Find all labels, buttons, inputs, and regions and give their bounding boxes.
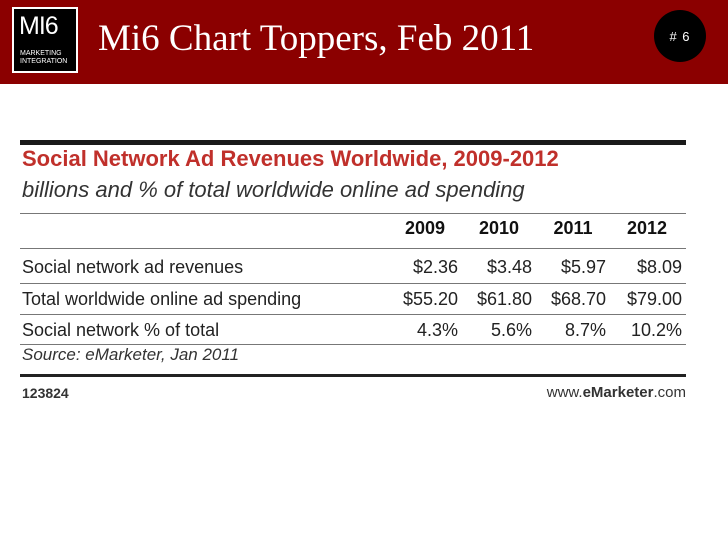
table-cell: $8.09 xyxy=(636,257,682,277)
table-cell: 5.6% xyxy=(490,320,532,340)
row-label: Total worldwide online ad spending xyxy=(22,289,302,309)
emarketer-table-chart: Social Network Ad Revenues Worldwide, 20… xyxy=(20,140,686,402)
chart-subtitle: billions and % of total worldwide online… xyxy=(22,177,525,202)
table-cell: $5.97 xyxy=(560,257,606,277)
table-cell: $61.80 xyxy=(476,289,532,309)
table-cell: $3.48 xyxy=(486,257,532,277)
column-header: 2011 xyxy=(553,218,593,238)
brand-prefix: www. xyxy=(546,384,583,401)
table-cell: $68.70 xyxy=(550,289,606,309)
slide-title: Mi6 Chart Toppers, Feb 2011 xyxy=(98,18,535,59)
column-header: 2010 xyxy=(478,218,520,238)
row-label: Social network % of total xyxy=(22,320,220,340)
slide-header: MI6 MARKETING INTEGRATION Mi6 Chart Topp… xyxy=(0,0,728,84)
header-rule xyxy=(20,213,686,214)
mi6-logo: MI6 MARKETING INTEGRATION xyxy=(12,7,78,73)
source-note: Source: eMarketer, Jan 2011 xyxy=(22,345,240,364)
row-rule xyxy=(20,344,686,345)
logo-mark: MI6 xyxy=(19,12,59,40)
emarketer-brand: www.eMarketer.com xyxy=(547,384,686,401)
table-cell: $2.36 xyxy=(412,257,458,277)
top-rule xyxy=(20,140,686,145)
column-header: 2012 xyxy=(626,218,668,238)
brand-name: eMarketer xyxy=(582,384,654,401)
row-rule xyxy=(20,314,686,315)
table-cell: 10.2% xyxy=(630,320,682,340)
brand-suffix: .com xyxy=(653,384,686,401)
bottom-rule xyxy=(20,374,686,377)
table-cell: $79.00 xyxy=(626,289,682,309)
row-label: Social network ad revenues xyxy=(22,257,244,277)
table-cell: 8.7% xyxy=(564,320,606,340)
chart-id: 123824 xyxy=(22,385,69,401)
column-header: 2009 xyxy=(404,218,446,238)
row-rule xyxy=(20,283,686,284)
table-cell: $55.20 xyxy=(402,289,458,309)
chart-title: Social Network Ad Revenues Worldwide, 20… xyxy=(22,146,559,171)
slide-number-badge: # 6 xyxy=(654,10,706,62)
table-cell: 4.3% xyxy=(416,320,458,340)
logo-subtitle: MARKETING INTEGRATION xyxy=(20,50,68,65)
row-rule xyxy=(20,248,686,249)
